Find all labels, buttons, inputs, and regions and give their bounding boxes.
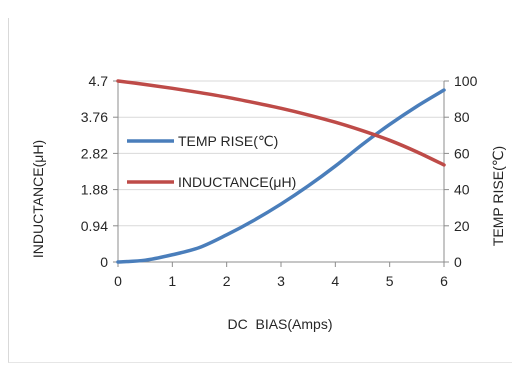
x-tick-label: 3 [277,273,285,289]
x-tick-label: 2 [223,273,231,289]
y-left-tick-label: 0 [100,254,108,270]
y-left-tick-label: 1.88 [81,182,108,198]
series-line-temp-rise [116,88,446,264]
y-left-tick-label: 3.76 [81,109,108,125]
x-tick-label: 5 [386,273,394,289]
y-left-tick-label: 0.94 [81,218,108,234]
y-right-tick-label: 0 [454,254,462,270]
x-tick-label: 6 [440,273,448,289]
y-axis-right-title: TEMP RISE(℃) [490,146,506,246]
dual-axis-line-chart: 0 1 2 3 4 5 600.941.882.823.764.7020406080100 … [30,73,506,332]
chart-frame: 0 1 2 3 4 5 6 0 0.94 1.88 2.82 3.76 4.7 0 20 40 60 80 100 … [8,18,512,363]
x-tick-label: 4 [331,273,339,289]
x-tick-label: 0 [114,273,122,289]
y-right-tick-label: 80 [454,109,470,125]
x-tick-label: 1 [168,273,176,289]
y-right-tick-label: 20 [454,218,470,234]
y-right-tick-label: 40 [454,182,470,198]
y-left-tick-label: 2.82 [81,145,108,161]
series-line-inductance [116,79,446,167]
legend-label-temp-rise: TEMP RISE(℃) [178,133,278,149]
y-right-tick-label: 60 [454,145,470,161]
legend-label-inductance: INDUCTANCE(μH) [178,174,296,190]
x-axis-title: DC BIAS(Amps) [227,316,332,332]
y-left-tick-label: 4.7 [89,73,109,89]
y-right-tick-label: 100 [454,73,478,89]
y-axis-left-title: INDUCTANCE(μH) [30,140,46,258]
